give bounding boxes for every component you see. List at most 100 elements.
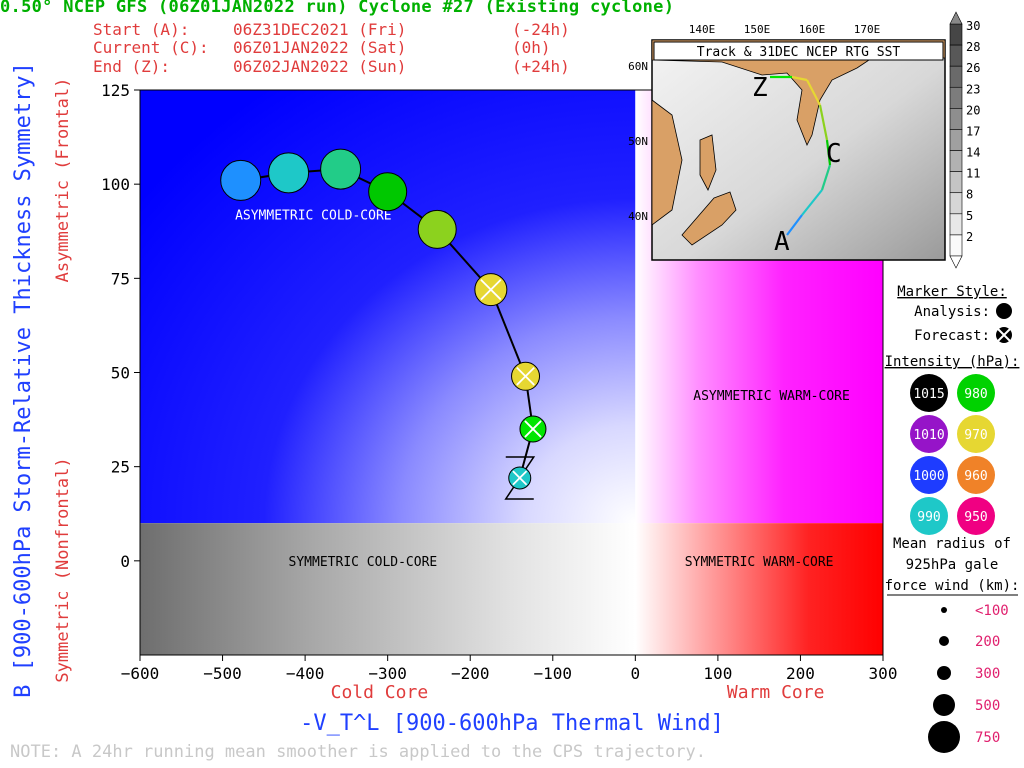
quadrant-label-asym-cold: ASYMMETRIC COLD-CORE (235, 208, 392, 223)
quadrant-label-sym-warm: SYMMETRIC WARM-CORE (685, 555, 834, 570)
analysis-point (268, 152, 310, 194)
intensity-swatch: 980 (957, 374, 995, 412)
radius-label: 750 (975, 730, 1000, 746)
svg-text:980: 980 (964, 387, 987, 402)
sst-scale-swatch (949, 192, 963, 215)
sst-scale-swatch (949, 171, 963, 194)
x-sublabel-cold: Cold Core (331, 682, 429, 703)
asym-cold-region (140, 90, 636, 524)
sst-scale-swatch (949, 65, 963, 88)
sst-scale-label: 28 (966, 40, 980, 54)
y-tick-label: 125 (101, 81, 130, 100)
smoother-note: NOTE: A 24hr running mean smoother is ap… (10, 742, 706, 762)
sst-scale-label: 2 (966, 230, 973, 244)
sst-scale-swatch (949, 108, 963, 130)
x-tick-label: −300 (368, 664, 407, 683)
end-offset: (+24h) (512, 57, 570, 76)
map-track-segment (786, 214, 803, 236)
sst-scale-label: 14 (966, 146, 980, 160)
current-time: 06Z01JAN2022 (Sat) (233, 38, 407, 57)
analysis-point (220, 159, 262, 201)
svg-text:990: 990 (917, 510, 940, 525)
forecast-point (474, 273, 508, 307)
map-lon-label: 140E (689, 23, 716, 36)
y-tick-label: 25 (111, 458, 130, 477)
legend-intensity-title: Intensity (hPa): (885, 354, 1020, 370)
x-tick-label: −600 (121, 664, 160, 683)
x-tick-label: 100 (703, 664, 732, 683)
map-track-end-label: Z (752, 73, 768, 103)
x-sublabel-warm: Warm Core (727, 682, 825, 703)
land-mass (651, 99, 683, 226)
x-tick-label: 0 (631, 664, 641, 683)
intensity-swatch: 960 (957, 456, 995, 494)
current-label: Current (C): (93, 38, 209, 57)
intensity-swatch: 950 (957, 497, 995, 535)
sst-scale-swatch (949, 234, 963, 257)
y-tick-label: 75 (111, 269, 130, 288)
map-track-current-label: C (826, 139, 842, 169)
sst-scale-swatch (949, 129, 963, 151)
legend-radius-title: Mean radius of (893, 536, 1011, 552)
sst-scale-label: 26 (966, 61, 980, 75)
forecast-point (519, 415, 547, 443)
radius-swatch (939, 636, 949, 646)
radius-label: <100 (975, 603, 1009, 619)
analysis-marker-icon (996, 303, 1012, 319)
y-axis-title: B [900-600hPa Storm-Relative Thickness S… (11, 62, 36, 698)
map-lat-label: 40N (628, 210, 648, 223)
intensity-swatch: 1015 (910, 374, 948, 412)
legend-analysis-label: Analysis: (914, 304, 990, 320)
map-track-segment (791, 75, 808, 82)
current-offset: (0h) (512, 38, 551, 57)
legend-forecast-label: Forecast: (914, 328, 990, 344)
legend-radius-title: force wind (km): (885, 578, 1020, 594)
legend-marker-title: Marker Style: (897, 284, 1007, 300)
analysis-point (320, 148, 362, 190)
svg-text:970: 970 (964, 428, 987, 443)
sst-scale-swatch (949, 150, 963, 172)
svg-text:1010: 1010 (913, 428, 944, 443)
quadrant-label-sym-cold: SYMMETRIC COLD-CORE (289, 555, 438, 570)
page-title: 0.50° NCEP GFS (06Z01JAN2022 run) Cyclon… (0, 0, 675, 17)
intensity-swatch: 970 (957, 415, 995, 453)
sst-scale-label: 17 (966, 124, 980, 138)
intensity-swatch: 1000 (910, 456, 948, 494)
inset-title-box (653, 41, 944, 61)
intensity-swatch: 990 (910, 497, 948, 535)
map-lat-label: 60N (628, 60, 648, 73)
y-sublabel-asym: Asymmetric (Frontal) (53, 78, 73, 283)
land-mass (681, 191, 737, 246)
quadrant-label-asym-warm: ASYMMETRIC WARM-CORE (693, 389, 850, 404)
y-tick-label: 0 (120, 552, 130, 571)
radius-swatch (928, 721, 960, 753)
run-header: Start (A): 06Z31DEC2021 (Fri) (-24h) Cur… (0, 0, 620, 80)
inset-title: Track & 31DEC NCEP RTG SST (697, 45, 901, 60)
analysis-point (368, 172, 408, 212)
start-label: Start (A): (93, 20, 190, 39)
map-lon-label: 170E (854, 23, 881, 36)
map-track-segment (818, 104, 829, 141)
end-label: End (Z): (93, 57, 171, 76)
map-lon-label: 160E (799, 23, 826, 36)
map-lon-label: 150E (744, 23, 771, 36)
legend-radius-title: 925hPa gale (906, 557, 999, 573)
map-track-segment (806, 79, 821, 106)
map-track-segment (820, 164, 832, 191)
forecast-point (508, 466, 532, 490)
sst-scale-label: 8 (966, 188, 973, 202)
start-time: 06Z31DEC2021 (Fri) (233, 20, 407, 39)
map-track-start-label: A (774, 227, 790, 257)
map-lat-label: 50N (628, 135, 648, 148)
map-track-segment (825, 139, 832, 166)
y-tick-label: 100 (101, 175, 130, 194)
analysis-point (417, 209, 457, 249)
sst-scale-label: 20 (966, 103, 980, 117)
x-tick-label: −200 (451, 664, 490, 683)
map-track-segment (801, 189, 823, 216)
sst-scale-swatch (949, 86, 963, 109)
y-tick-label: 50 (111, 364, 130, 383)
x-tick-label: −400 (286, 664, 325, 683)
sst-scale-swatch (949, 23, 963, 46)
x-tick-label: −100 (534, 664, 573, 683)
